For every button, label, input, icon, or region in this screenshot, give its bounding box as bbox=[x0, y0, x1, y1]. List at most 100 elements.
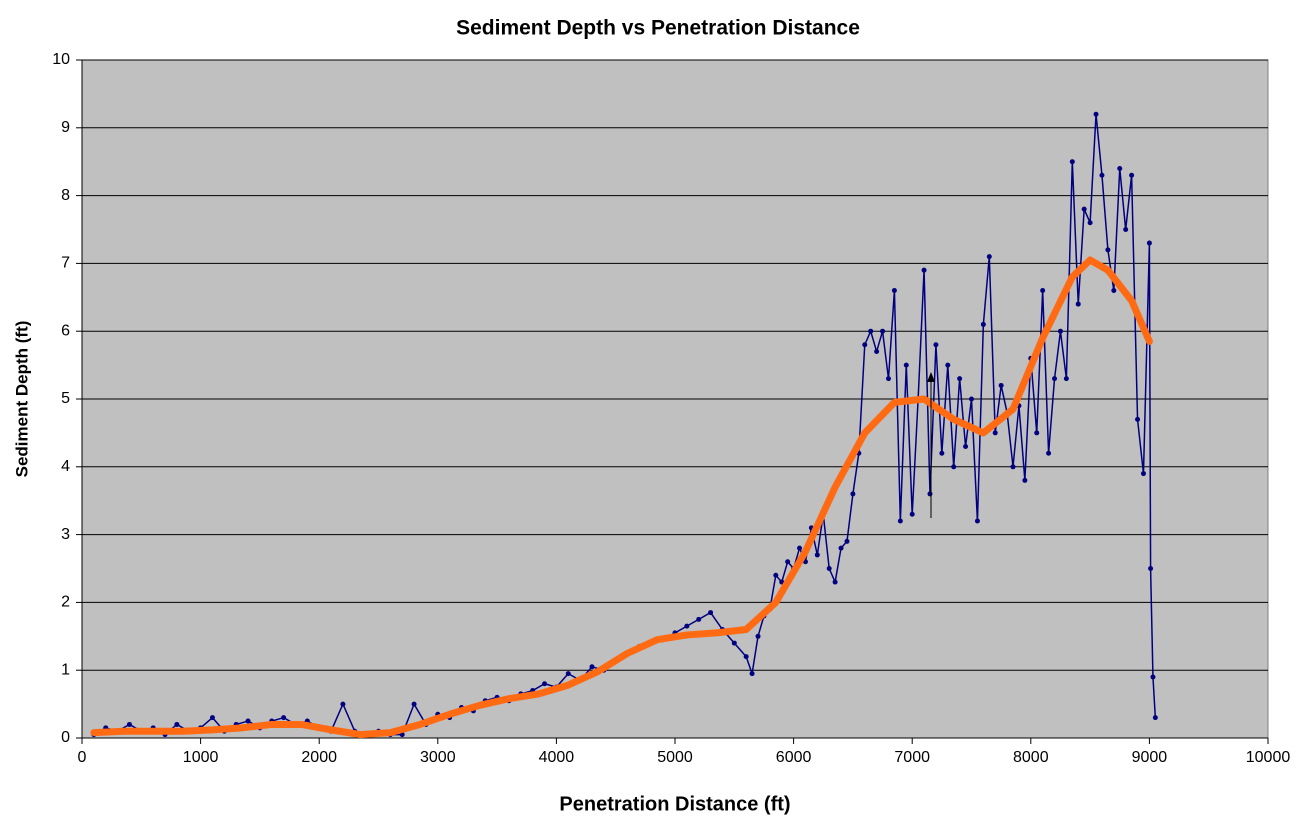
y-tick-label: 3 bbox=[61, 526, 70, 543]
data-point bbox=[797, 545, 803, 551]
data-point bbox=[880, 328, 886, 334]
data-point bbox=[986, 254, 992, 260]
data-point bbox=[684, 623, 690, 629]
data-point bbox=[696, 616, 702, 622]
data-point bbox=[939, 450, 945, 456]
data-point bbox=[1146, 240, 1152, 246]
y-tick-label: 1 bbox=[61, 661, 70, 678]
data-point bbox=[909, 511, 915, 517]
data-point bbox=[1010, 464, 1016, 470]
data-point bbox=[785, 559, 791, 565]
data-point bbox=[340, 701, 346, 707]
data-point bbox=[850, 491, 856, 497]
x-tick-label: 5000 bbox=[657, 749, 693, 766]
data-point bbox=[1087, 220, 1093, 226]
y-tick-label: 6 bbox=[61, 322, 70, 339]
data-point bbox=[1150, 674, 1156, 680]
data-point bbox=[174, 721, 180, 727]
x-tick-label: 1000 bbox=[183, 749, 219, 766]
data-point bbox=[874, 349, 880, 355]
data-point bbox=[891, 288, 897, 294]
data-point bbox=[1040, 288, 1046, 294]
y-axis-label: Sediment Depth (ft) bbox=[12, 321, 31, 478]
y-tick-label: 5 bbox=[61, 390, 70, 407]
data-point bbox=[1117, 165, 1123, 171]
data-point bbox=[951, 464, 957, 470]
data-point bbox=[1063, 376, 1069, 382]
data-point bbox=[1081, 206, 1087, 212]
data-point bbox=[411, 701, 417, 707]
x-tick-label: 0 bbox=[78, 749, 87, 766]
data-point bbox=[992, 430, 998, 436]
data-point bbox=[826, 566, 832, 571]
data-point bbox=[731, 640, 737, 646]
data-point bbox=[832, 579, 838, 585]
data-point bbox=[708, 610, 714, 616]
y-tick-label: 4 bbox=[61, 458, 70, 475]
data-point bbox=[945, 362, 951, 368]
data-point bbox=[921, 267, 927, 273]
data-point bbox=[933, 342, 939, 348]
x-tick-label: 2000 bbox=[301, 749, 337, 766]
data-point bbox=[1152, 715, 1158, 721]
trend-line bbox=[90, 256, 1153, 739]
data-point bbox=[838, 545, 844, 551]
data-point bbox=[1069, 159, 1075, 165]
data-point bbox=[1075, 301, 1081, 307]
data-point bbox=[862, 342, 868, 348]
x-tick-label: 9000 bbox=[1132, 749, 1168, 766]
data-point bbox=[281, 715, 287, 721]
data-point bbox=[1034, 430, 1040, 436]
data-point bbox=[1148, 566, 1154, 571]
data-point bbox=[974, 518, 980, 524]
data-point bbox=[980, 321, 986, 327]
data-point bbox=[1052, 376, 1058, 382]
data-point bbox=[998, 382, 1004, 388]
y-tick-label: 0 bbox=[61, 729, 70, 746]
data-point bbox=[927, 491, 933, 497]
data-point bbox=[814, 552, 820, 558]
data-point bbox=[963, 443, 969, 449]
data-point bbox=[885, 376, 891, 382]
data-point bbox=[126, 721, 132, 727]
y-tick-label: 10 bbox=[52, 51, 70, 68]
data-point bbox=[1099, 172, 1105, 178]
data-point bbox=[589, 664, 595, 670]
data-point bbox=[868, 328, 874, 334]
y-tick-label: 8 bbox=[61, 187, 70, 204]
data-point bbox=[1046, 450, 1052, 456]
data-point bbox=[1105, 247, 1111, 253]
data-point bbox=[1129, 172, 1135, 178]
data-point bbox=[897, 518, 903, 524]
data-point bbox=[957, 376, 963, 382]
x-tick-label: 4000 bbox=[539, 749, 575, 766]
data-point bbox=[1123, 227, 1129, 232]
data-point bbox=[209, 715, 215, 721]
x-tick-label: 3000 bbox=[420, 749, 456, 766]
data-point bbox=[773, 572, 779, 578]
y-tick-label: 2 bbox=[61, 594, 70, 611]
data-point bbox=[1022, 477, 1028, 483]
data-point bbox=[1093, 111, 1099, 117]
x-tick-label: 8000 bbox=[1013, 749, 1049, 766]
data-point bbox=[245, 718, 251, 724]
y-tick-label: 9 bbox=[61, 119, 70, 136]
data-point bbox=[1140, 471, 1146, 477]
arrow-head bbox=[927, 372, 935, 382]
data-point bbox=[749, 671, 755, 677]
chart-title: Sediment Depth vs Penetration Distance bbox=[456, 17, 860, 40]
x-tick-label: 10000 bbox=[1246, 749, 1291, 766]
data-point bbox=[565, 671, 571, 677]
data-point bbox=[844, 538, 850, 544]
data-point bbox=[743, 654, 749, 660]
y-tick-label: 7 bbox=[61, 255, 70, 272]
data-point bbox=[755, 633, 761, 639]
data-point bbox=[399, 732, 405, 738]
data-point bbox=[1111, 288, 1117, 294]
data-point bbox=[903, 362, 909, 368]
data-point bbox=[542, 681, 548, 687]
data-point bbox=[969, 396, 974, 402]
x-tick-label: 7000 bbox=[894, 749, 930, 766]
data-point bbox=[1135, 416, 1141, 422]
